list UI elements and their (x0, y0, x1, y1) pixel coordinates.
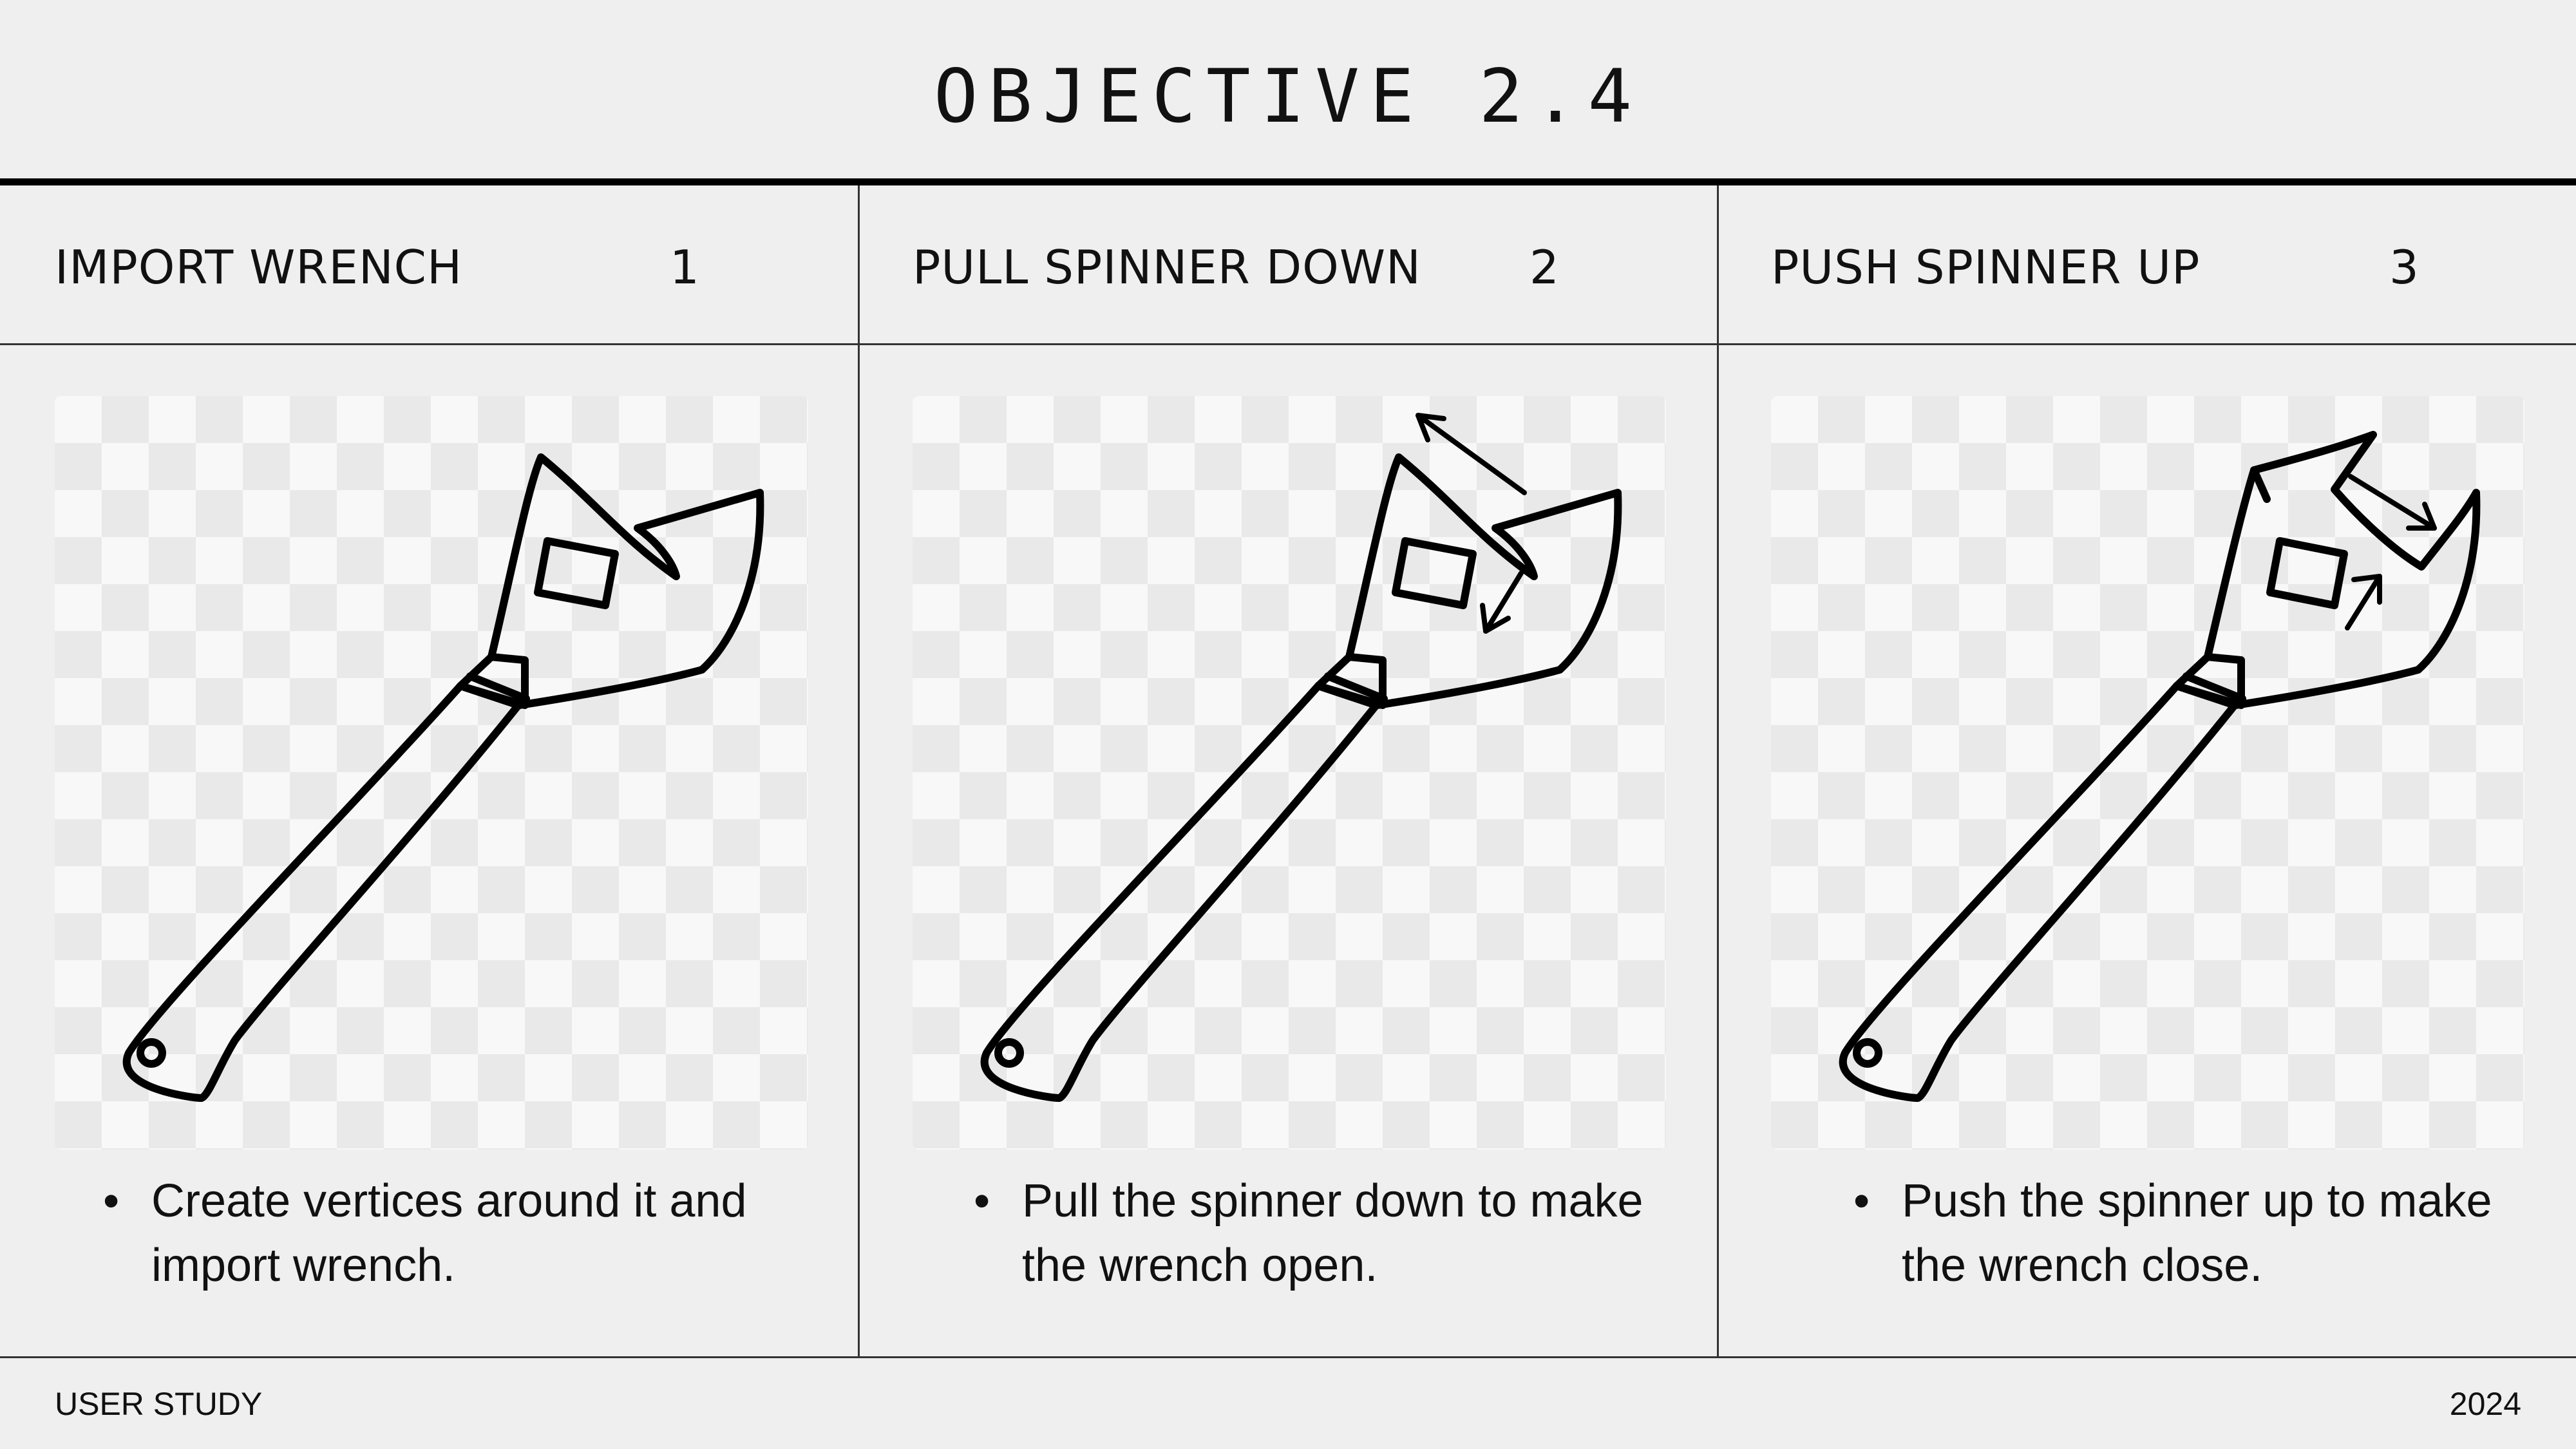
bullet-dot: • (1853, 1175, 1870, 1227)
wrench-icon (1839, 431, 2481, 1102)
step-3-number: 3 (2389, 240, 2419, 294)
wrench-icon (122, 453, 764, 1102)
header-row-divider (0, 343, 2576, 345)
title-divider (0, 178, 2576, 185)
bullet-dot: • (103, 1175, 120, 1227)
footer-left-label: USER STUDY (55, 1386, 263, 1422)
arrow-icon (2345, 474, 2437, 630)
column-divider-2 (1717, 185, 1719, 1356)
step-3-description: Push the spinner up to make the wrench c… (1902, 1175, 2492, 1291)
step-3-label: PUSH SPINNER UP (1771, 240, 2201, 294)
step-3-illustration (1771, 396, 2524, 1150)
step-1-number: 1 (670, 240, 699, 294)
step-1-illustration (55, 396, 808, 1150)
step-1-label: IMPORT WRENCH (55, 240, 463, 294)
bullet-dot: • (974, 1175, 990, 1227)
footer-year: 2024 (2449, 1386, 2521, 1422)
step-2-number: 2 (1530, 240, 1559, 294)
step-2-illustration (913, 396, 1666, 1150)
arrow-icon (1416, 413, 1527, 634)
step-1-description: Create vertices around it and import wre… (151, 1175, 747, 1291)
step-2-label: PULL SPINNER DOWN (913, 240, 1421, 294)
column-divider-1 (858, 185, 860, 1356)
page-title: OBJECTIVE 2.4 (933, 53, 1643, 139)
footer-divider (0, 1356, 2576, 1358)
wrench-icon (980, 413, 1622, 1102)
step-2-description: Pull the spinner down to make the wrench… (1022, 1175, 1643, 1291)
